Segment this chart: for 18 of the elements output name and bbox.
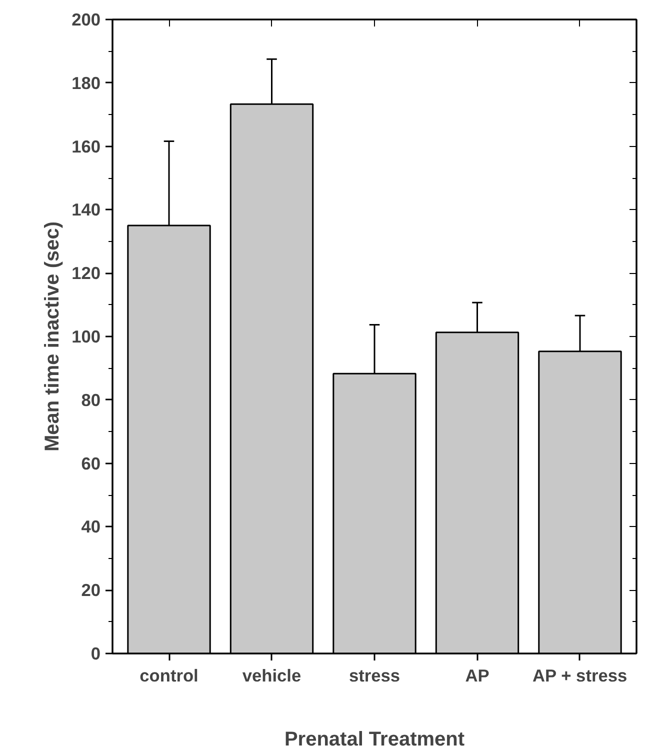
y-tick-label: 0 [90,644,101,664]
y-tick-label: 200 [72,10,101,30]
x-tick-label: stress [348,666,400,686]
y-tick-label: 180 [72,72,101,93]
y-tick-label: 40 [81,516,101,537]
x-tick-label: control [140,666,198,686]
x-tick-label: vehicle [242,666,302,686]
y-axis-title: Mean time inactive (sec) [42,221,64,452]
x-axis-title: Prenatal Treatment [284,728,465,750]
y-tick-label: 20 [81,580,101,600]
y-tick-label: 60 [81,453,101,474]
y-tick-label: 160 [72,136,101,156]
x-tick-label: AP [465,666,490,686]
y-tick-label: 100 [72,326,101,346]
y-tick-label: 120 [72,263,101,284]
y-tick-label: 80 [81,390,101,410]
y-tick-label: 140 [72,200,101,220]
x-tick-label: AP + stress [532,666,628,686]
